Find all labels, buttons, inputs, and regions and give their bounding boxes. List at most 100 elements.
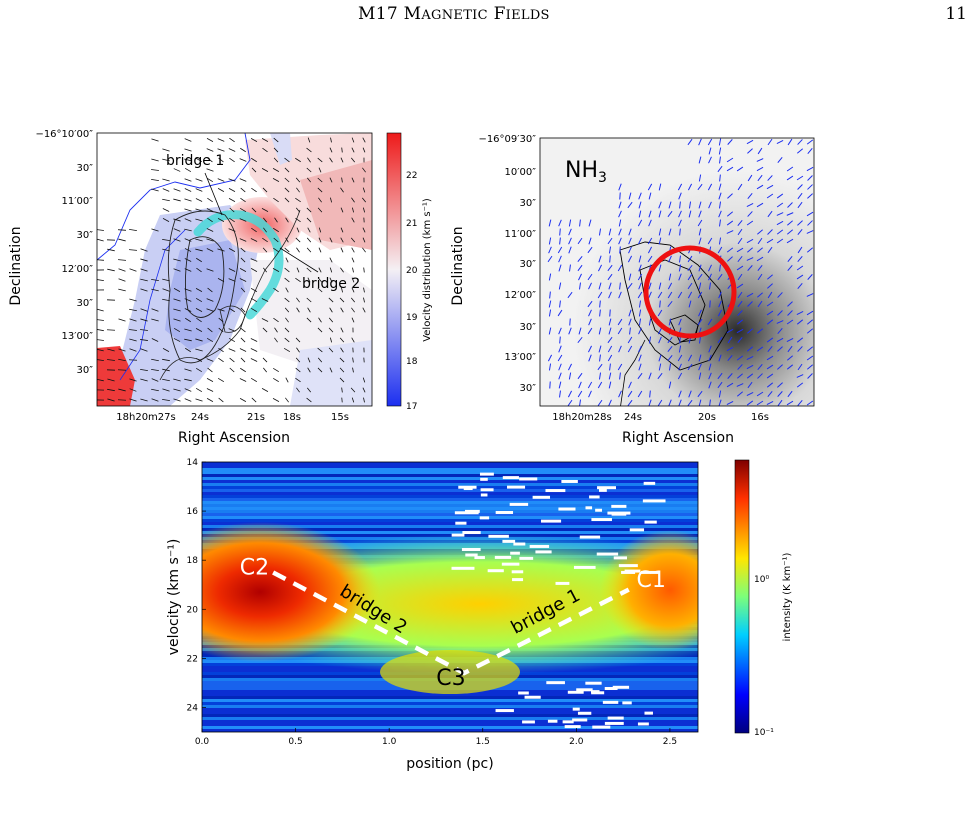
ytick: 30″ bbox=[520, 322, 537, 333]
right-xticks: 18h20m28s 24s 20s 16s bbox=[552, 412, 769, 423]
polarization-segment bbox=[217, 148, 225, 152]
nh3-vector bbox=[709, 300, 711, 308]
polarization-segment bbox=[272, 398, 280, 402]
nh3-vector bbox=[678, 192, 682, 200]
nh3-vector bbox=[619, 372, 621, 380]
polarization-segment bbox=[341, 387, 343, 393]
page-number: 11 bbox=[945, 4, 967, 24]
pv-band bbox=[202, 693, 698, 696]
nh3-vector bbox=[608, 228, 612, 236]
nh3-vector bbox=[657, 399, 663, 406]
nh3-vector bbox=[667, 336, 673, 344]
polarization-segment bbox=[195, 387, 203, 393]
polarization-segment bbox=[272, 168, 280, 172]
nh3-vector bbox=[647, 255, 653, 263]
nh3-vector bbox=[787, 310, 793, 316]
polarization-segment bbox=[340, 187, 344, 193]
polarization-segment bbox=[129, 298, 137, 302]
nh3-vector bbox=[648, 372, 652, 380]
pv-blank bbox=[602, 700, 619, 704]
polarization-segment bbox=[306, 217, 312, 223]
nh3-vector bbox=[787, 265, 793, 271]
pv-blank bbox=[495, 709, 514, 713]
polarization-segment bbox=[207, 287, 213, 293]
nh3-vector bbox=[648, 192, 652, 200]
nh3-vector bbox=[579, 399, 582, 406]
polarization-segment bbox=[317, 207, 323, 213]
nh3-vector bbox=[608, 291, 612, 299]
polarization-segment bbox=[162, 358, 170, 362]
polarization-segment bbox=[162, 378, 170, 382]
nh3-vector bbox=[619, 246, 621, 254]
nh3-vector bbox=[708, 201, 712, 209]
polarization-segment bbox=[296, 347, 300, 353]
polarization-segment bbox=[341, 147, 343, 153]
nh3-vector bbox=[777, 156, 783, 164]
nh3-vector bbox=[677, 183, 683, 191]
polarization-segment bbox=[329, 337, 333, 343]
cbar-tick: 22 bbox=[406, 171, 417, 181]
nh3-vector bbox=[579, 219, 581, 227]
polarization-segment bbox=[296, 387, 300, 393]
nh3-vector bbox=[648, 336, 652, 344]
nh3-vector bbox=[797, 256, 803, 262]
polarization-segment bbox=[128, 359, 138, 361]
polarization-segment bbox=[184, 258, 192, 262]
polarization-segment bbox=[107, 248, 115, 252]
polarization-segment bbox=[318, 267, 322, 273]
nh3-vector bbox=[776, 212, 784, 216]
nh3-vector bbox=[558, 264, 562, 272]
nh3-vector bbox=[608, 318, 612, 326]
nh3-vector bbox=[786, 175, 794, 181]
pv-band bbox=[202, 696, 698, 699]
nh3-vector bbox=[717, 372, 723, 380]
ytick: 10′00″ bbox=[505, 167, 537, 178]
nh3-vector bbox=[757, 174, 763, 182]
nh3-vector bbox=[587, 273, 593, 281]
nh3-vector bbox=[797, 346, 803, 352]
pv-band bbox=[202, 705, 698, 708]
nh3-vector bbox=[577, 264, 583, 272]
pv-blank bbox=[572, 718, 588, 722]
polarization-segment bbox=[228, 337, 236, 343]
polarization-segment bbox=[250, 268, 258, 272]
nh3-vector bbox=[588, 318, 592, 326]
nh3-vector bbox=[638, 309, 642, 317]
nh3-vector bbox=[746, 238, 754, 244]
polarization-segment bbox=[307, 157, 311, 163]
pv-blank bbox=[540, 519, 562, 523]
nh3-vector bbox=[659, 300, 661, 308]
nh3-vector bbox=[746, 392, 754, 396]
nh3-vector bbox=[707, 138, 713, 146]
polarization-segment bbox=[340, 207, 344, 213]
nh3-vector bbox=[657, 327, 663, 335]
xtick: 18h20m27s bbox=[116, 412, 175, 423]
nh3-vector bbox=[617, 264, 623, 272]
pv-blank bbox=[487, 569, 504, 573]
nh3-vector bbox=[679, 228, 681, 236]
polarization-segment bbox=[250, 297, 258, 303]
nh3-vector bbox=[807, 147, 813, 155]
pv-blank bbox=[642, 499, 666, 503]
nh3-vector bbox=[568, 363, 572, 371]
polarization-segment bbox=[362, 307, 366, 313]
polarization-segment bbox=[317, 367, 323, 373]
nh3-vector bbox=[747, 265, 753, 271]
polarization-segment bbox=[97, 308, 104, 312]
polarization-segment bbox=[329, 147, 333, 153]
pv-band bbox=[202, 501, 698, 504]
polarization-segment bbox=[262, 327, 268, 333]
nh3-vector bbox=[747, 211, 753, 217]
nh3-vector bbox=[567, 390, 573, 398]
polarization-segment bbox=[140, 288, 148, 292]
polarization-segment bbox=[206, 228, 214, 232]
nh3-vector bbox=[708, 345, 712, 353]
pv-band bbox=[202, 717, 698, 720]
nh3-vector bbox=[786, 212, 794, 216]
nh3-vector bbox=[558, 282, 562, 290]
polarization-segment bbox=[273, 227, 279, 233]
polarization-segment bbox=[306, 207, 312, 213]
pv-band bbox=[202, 711, 698, 714]
nh3-vector bbox=[776, 193, 784, 199]
nh3-vector bbox=[777, 364, 783, 370]
